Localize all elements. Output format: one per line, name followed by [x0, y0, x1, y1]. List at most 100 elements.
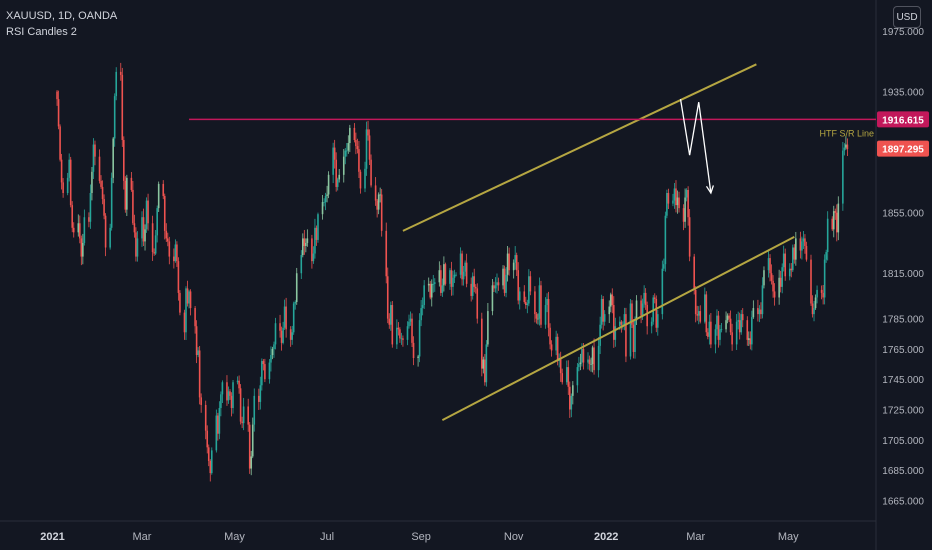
candle: [544, 305, 547, 325]
candle: [135, 232, 137, 257]
candle: [579, 362, 582, 365]
candle: [675, 188, 677, 206]
candle: [376, 200, 378, 210]
symbol-title[interactable]: XAUUSD, 1D, OANDA: [6, 10, 118, 22]
candle: [89, 192, 92, 222]
candle: [728, 315, 730, 319]
candle: [471, 276, 474, 296]
candle: [813, 308, 815, 315]
candle: [619, 321, 621, 327]
candle: [79, 223, 81, 239]
candle: [355, 140, 357, 147]
candle: [707, 332, 709, 337]
time-tick-label: Mar: [133, 531, 152, 543]
candle: [122, 140, 125, 181]
candle: [132, 189, 134, 224]
candle: [462, 271, 465, 280]
candle: [582, 348, 585, 363]
candle: [195, 326, 198, 355]
candle: [529, 276, 532, 292]
candle: [623, 314, 626, 325]
candle: [115, 71, 118, 97]
candle: [661, 268, 664, 315]
candle: [94, 144, 96, 157]
candle: [455, 274, 457, 276]
candle: [197, 350, 199, 355]
candle: [100, 180, 102, 187]
candle: [59, 126, 61, 160]
candle: [176, 244, 178, 262]
candle: [420, 308, 422, 321]
candle: [487, 311, 489, 345]
candle: [470, 283, 472, 296]
candle: [418, 320, 421, 357]
candle: [547, 298, 550, 328]
candle: [505, 274, 507, 293]
candle: [271, 348, 274, 355]
candle: [377, 194, 380, 210]
chart-header: XAUUSD, 1D, OANDA RSI Candles 2: [6, 8, 117, 40]
price-tick-label: 1975.000: [882, 27, 924, 38]
currency-button[interactable]: USD: [893, 6, 921, 28]
candle: [769, 258, 771, 274]
candle: [656, 314, 659, 328]
candle: [88, 217, 90, 222]
candle: [282, 327, 284, 343]
candle: [251, 424, 254, 457]
candle: [590, 364, 592, 365]
candle: [549, 327, 551, 345]
candle: [126, 177, 128, 210]
candle: [110, 177, 113, 228]
candle: [653, 297, 656, 299]
candle: [215, 415, 218, 451]
candle: [347, 143, 350, 151]
candle: [576, 367, 579, 386]
candle: [676, 197, 679, 206]
candle: [678, 197, 680, 209]
candle: [289, 329, 292, 340]
candle: [720, 329, 723, 331]
candle: [738, 320, 741, 333]
candle: [831, 218, 834, 230]
candle: [344, 150, 347, 157]
candle: [353, 127, 356, 141]
candle: [705, 294, 708, 333]
candle: [461, 253, 463, 280]
candle: [388, 318, 391, 325]
candle: [247, 406, 249, 425]
candle: [699, 311, 702, 322]
candle: [609, 294, 612, 307]
candle: [142, 217, 145, 242]
candle: [634, 320, 636, 352]
candle: [432, 283, 435, 285]
candle: [528, 276, 530, 304]
candle: [77, 223, 80, 233]
candle: [397, 327, 400, 330]
candle: [72, 227, 75, 233]
candle: [694, 289, 697, 315]
candle: [644, 292, 647, 306]
candle: [716, 315, 718, 330]
candle: [556, 336, 559, 362]
candle: [591, 347, 594, 365]
candle: [640, 300, 642, 316]
candle: [421, 305, 424, 309]
candle: [482, 359, 485, 369]
candle: [400, 338, 403, 340]
candle: [587, 359, 589, 363]
indicator-label[interactable]: RSI Candles 2: [6, 26, 77, 38]
candle: [632, 324, 635, 352]
candle: [232, 382, 234, 408]
candle: [367, 129, 369, 136]
candle: [802, 238, 805, 242]
candle: [136, 238, 139, 257]
candle: [433, 282, 436, 284]
candle: [503, 268, 506, 293]
candle: [717, 315, 720, 340]
price-tick-label: 1685.000: [882, 466, 924, 477]
candle: [731, 332, 733, 345]
candle: [151, 223, 154, 253]
candle: [83, 217, 86, 243]
candle: [518, 291, 521, 301]
